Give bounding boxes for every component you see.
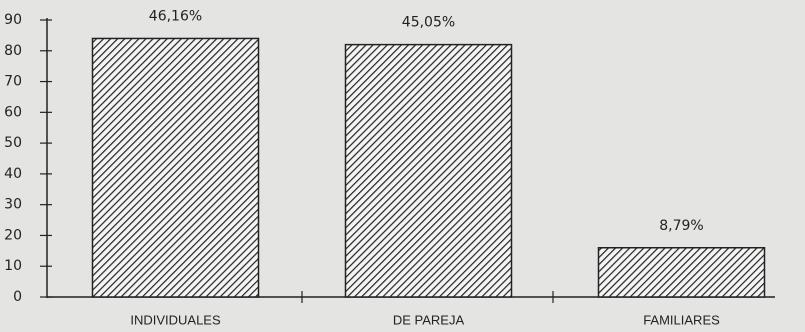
- bar: [91, 37, 260, 298]
- y-tick-label: 10: [4, 258, 22, 274]
- x-tick-label: DE PAREJA: [393, 312, 465, 327]
- x-tick-label: INDIVIDUALES: [130, 312, 221, 327]
- y-tick-label: 50: [4, 135, 22, 151]
- y-tick-label: 40: [4, 166, 22, 182]
- annotation: 45,05%: [402, 15, 455, 31]
- y-tick-label: 70: [4, 74, 22, 90]
- y-tick-label: 30: [4, 197, 22, 213]
- y-tick-label: 60: [4, 104, 22, 120]
- y-tick-label: 80: [4, 43, 22, 59]
- y-tick-label: 20: [4, 227, 22, 243]
- annotation: 46,16%: [149, 8, 202, 24]
- x-tick-label: FAMILIARES: [643, 312, 720, 327]
- y-tick-label: 0: [13, 289, 22, 305]
- bar: [344, 43, 513, 298]
- annotation: 8,79%: [659, 218, 703, 234]
- bar: [597, 247, 766, 298]
- y-tick-label: 90: [4, 12, 22, 28]
